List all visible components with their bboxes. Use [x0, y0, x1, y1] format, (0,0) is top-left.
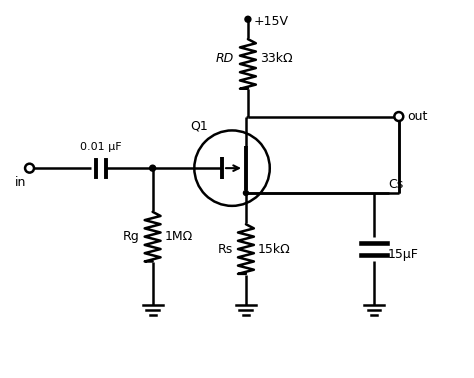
Circle shape	[150, 165, 155, 171]
Text: +15V: +15V	[254, 15, 289, 28]
Text: 15kΩ: 15kΩ	[258, 243, 291, 256]
Circle shape	[394, 112, 403, 121]
Text: Rs: Rs	[218, 243, 233, 256]
Text: in: in	[15, 175, 26, 189]
Text: Rg: Rg	[123, 230, 140, 243]
Text: 33kΩ: 33kΩ	[260, 53, 292, 65]
Text: Cs: Cs	[388, 178, 403, 191]
Text: Q1: Q1	[191, 120, 208, 133]
Text: out: out	[408, 110, 428, 123]
Circle shape	[245, 16, 251, 22]
Text: RD: RD	[216, 53, 235, 65]
Circle shape	[25, 164, 34, 173]
Text: 0.01 μF: 0.01 μF	[80, 142, 122, 152]
Circle shape	[244, 191, 248, 195]
Text: 15μF: 15μF	[388, 248, 419, 260]
Text: 1MΩ: 1MΩ	[164, 230, 193, 243]
